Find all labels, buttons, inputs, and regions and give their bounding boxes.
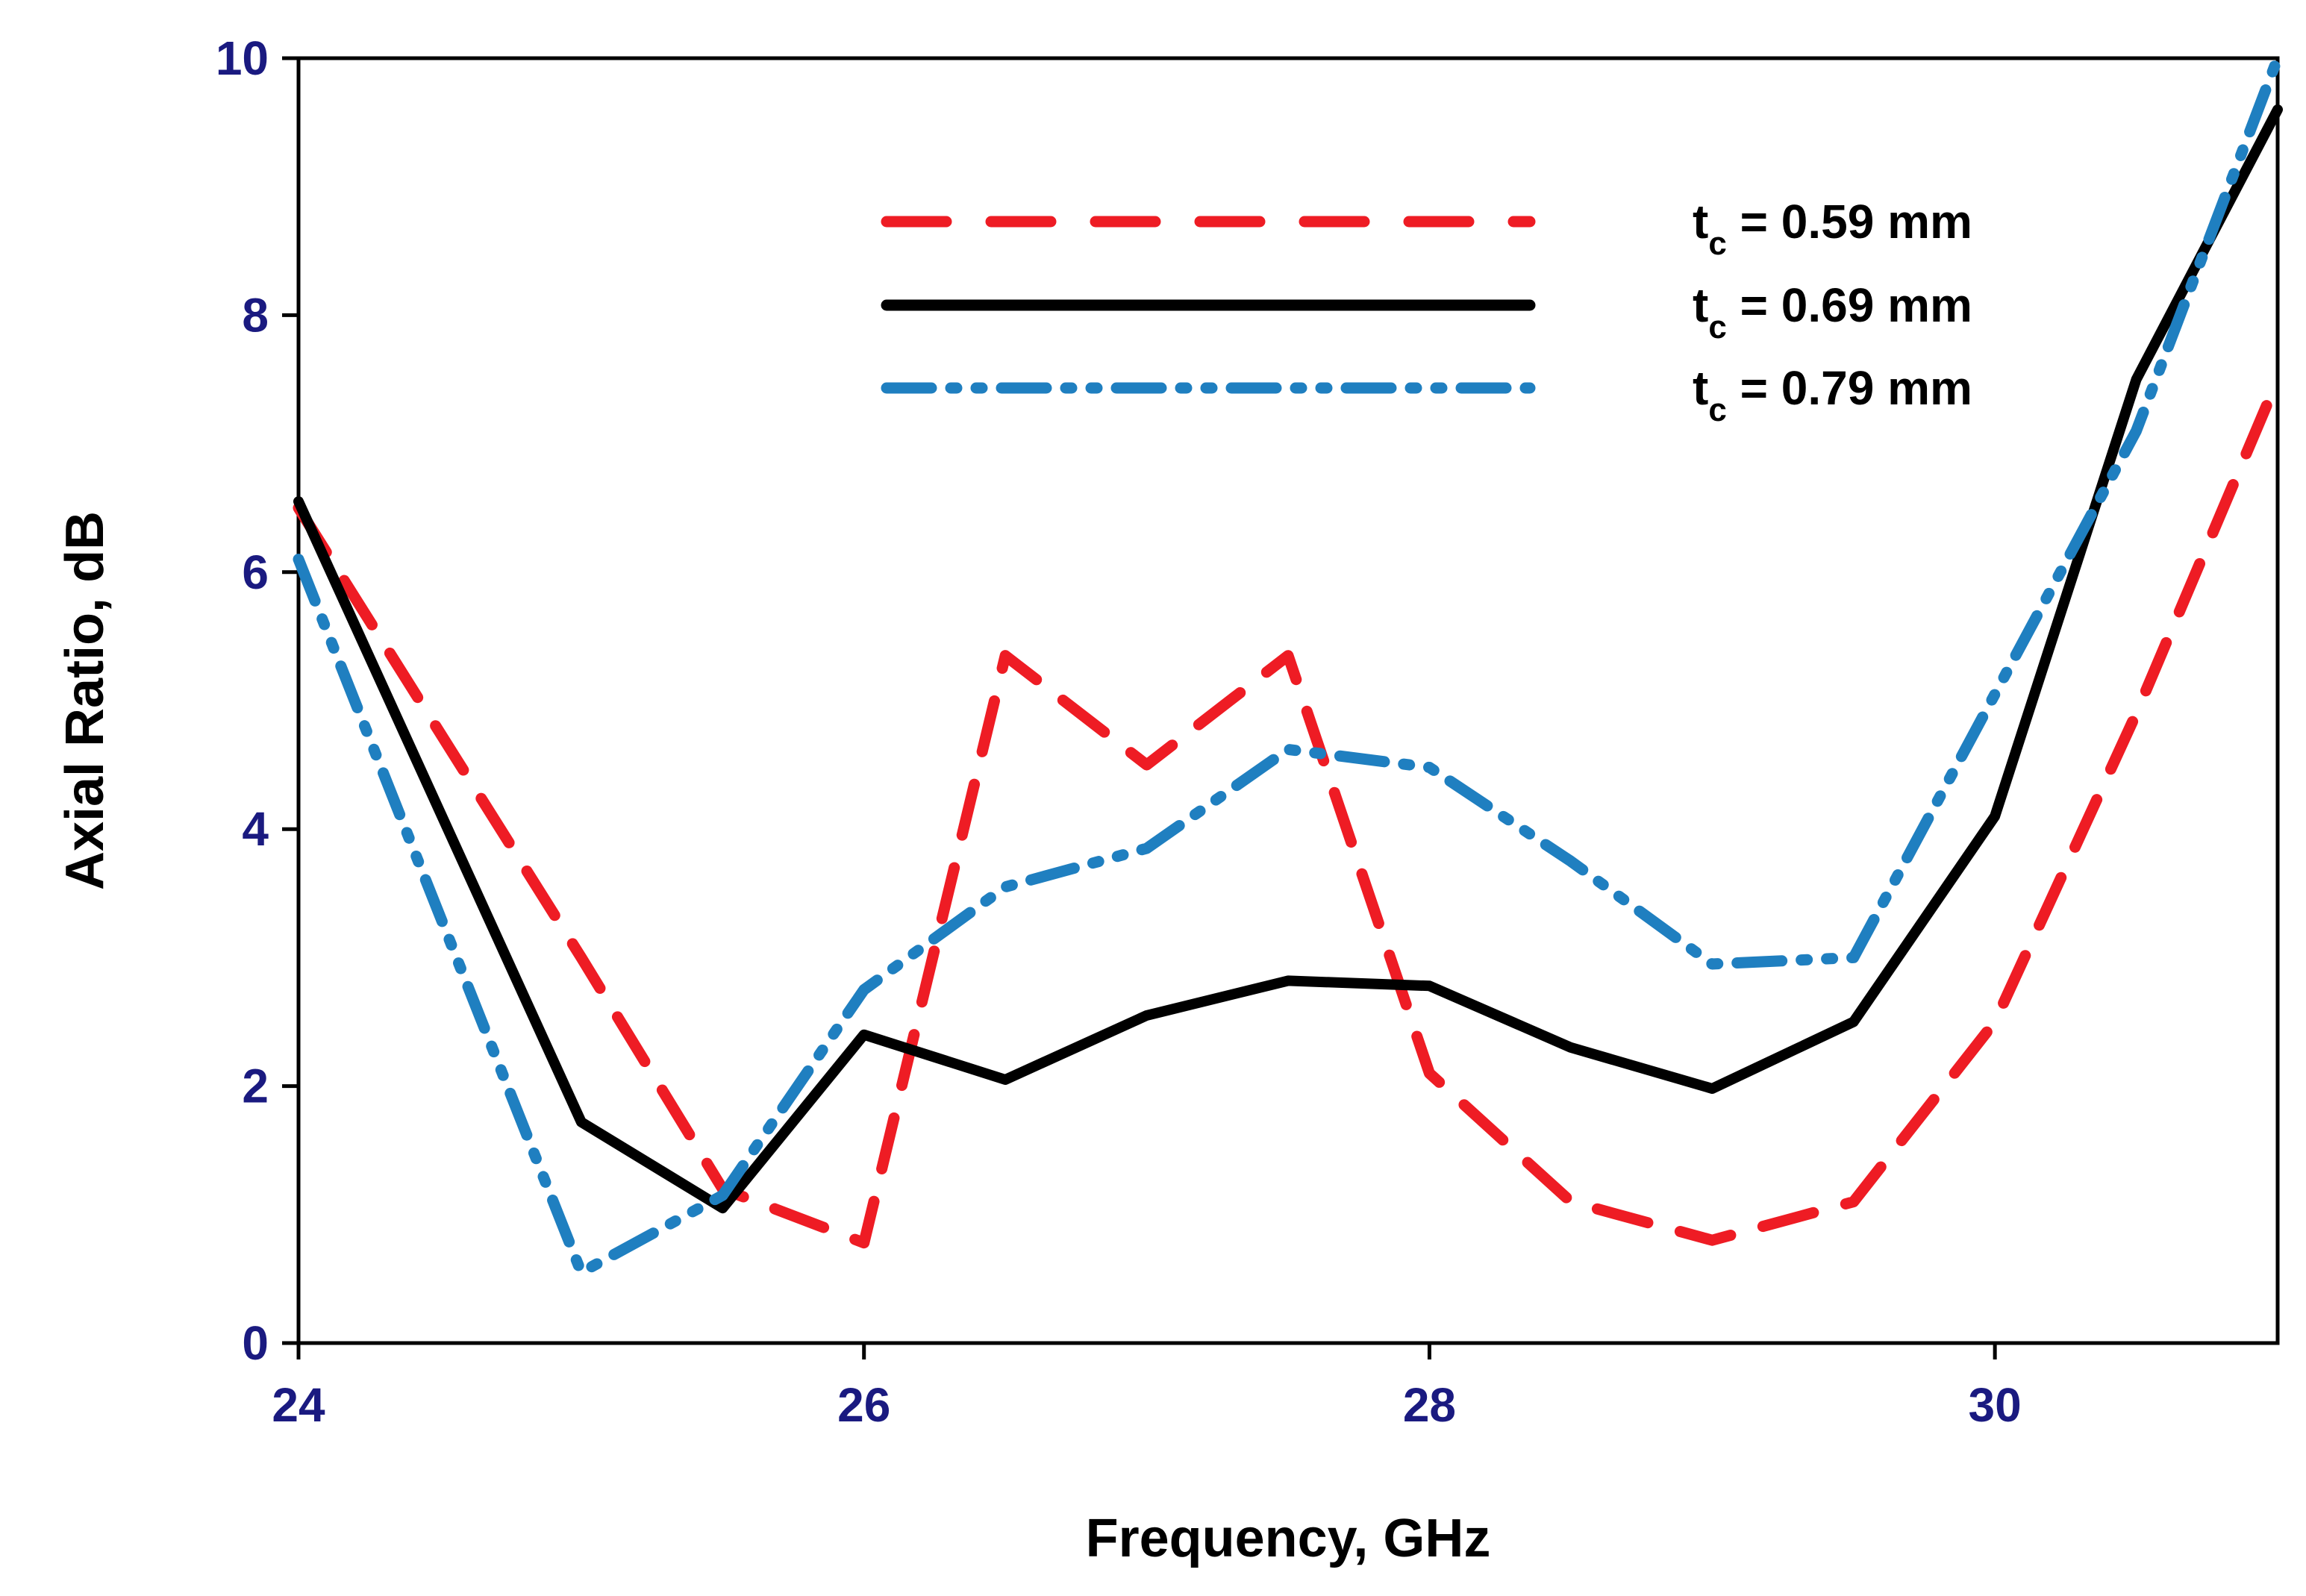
x-tick-label: 28 bbox=[1403, 1378, 1456, 1432]
y-tick-label: 2 bbox=[242, 1060, 269, 1113]
series-line-1 bbox=[293, 374, 2284, 1249]
y-tick-label: 0 bbox=[242, 1316, 269, 1370]
y-tick-label: 10 bbox=[216, 31, 269, 85]
y-tick-label: 8 bbox=[242, 288, 269, 342]
series-line-2 bbox=[293, 104, 2283, 1214]
y-axis-title: Axial Ratio, dB bbox=[55, 511, 115, 890]
x-tick-label: 26 bbox=[837, 1378, 890, 1432]
legend: tc = 0.59 mm tc = 0.69 mm tc = 0.79 mm bbox=[881, 195, 1972, 428]
x-tick-label: 24 bbox=[272, 1378, 325, 1432]
y-axis-ticks: 0 2 4 6 8 10 bbox=[216, 31, 299, 1370]
series-lines bbox=[293, 52, 2284, 1278]
x-tick-label: 30 bbox=[1969, 1378, 2022, 1432]
x-axis-ticks: 24 26 28 30 bbox=[272, 1343, 2022, 1432]
series-line-3 bbox=[293, 52, 2284, 1278]
x-axis-title: Frequency, GHz bbox=[1086, 1509, 1491, 1568]
y-tick-label: 6 bbox=[242, 545, 269, 599]
plot-frame bbox=[296, 56, 2280, 1345]
y-tick-label: 4 bbox=[242, 802, 269, 856]
legend-label-2: tc = 0.69 mm bbox=[1693, 278, 1972, 345]
legend-label-3: tc = 0.79 mm bbox=[1693, 361, 1972, 428]
legend-label-1: tc = 0.59 mm bbox=[1693, 195, 1972, 262]
